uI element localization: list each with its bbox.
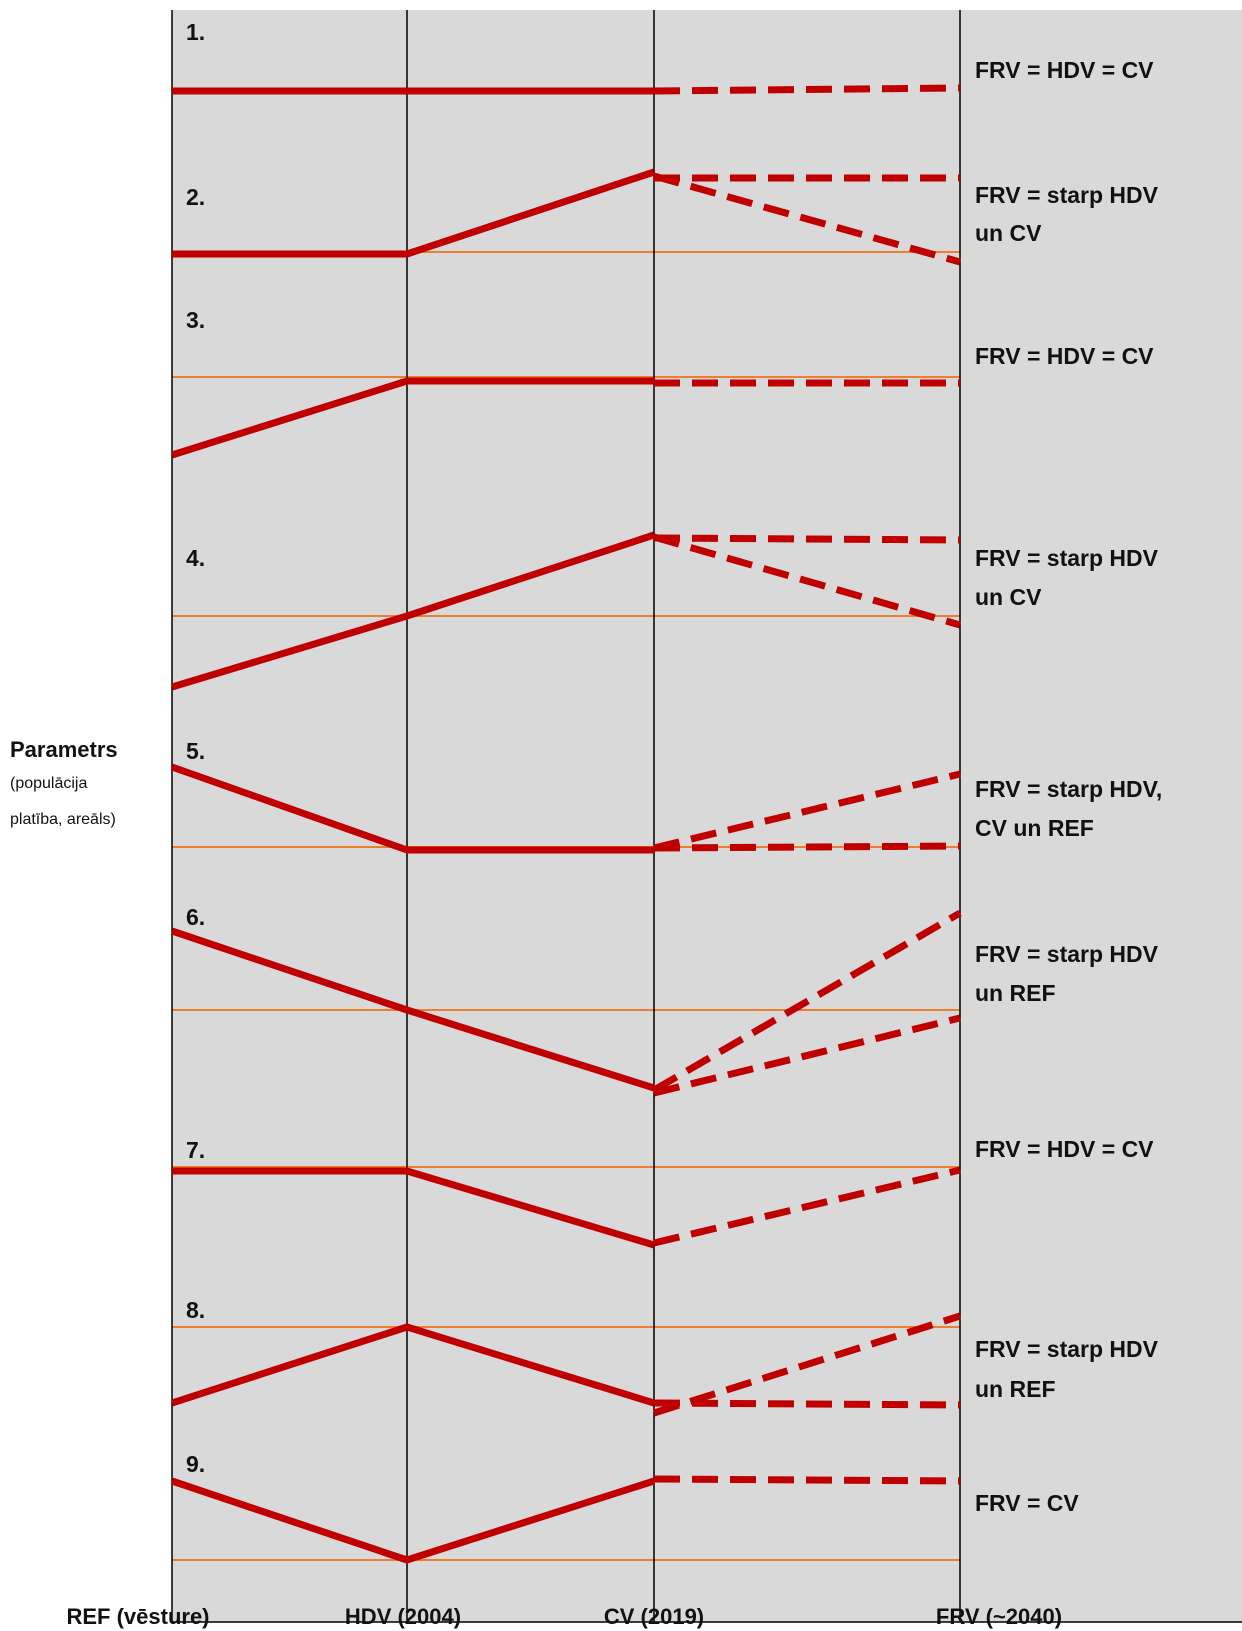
y-axis-subtitle-line: (populācija	[10, 775, 87, 792]
x-axis-label-ref: REF (vēsture)	[66, 1604, 209, 1629]
scenario-description-line: FRV = HDV = CV	[975, 1136, 1154, 1162]
scenario-description-line: FRV = HDV = CV	[975, 343, 1154, 369]
scenario-description-line: un REF	[975, 1376, 1056, 1402]
scenario-number: 7.	[186, 1137, 205, 1163]
x-axis-label-frv: FRV (~2040)	[936, 1604, 1062, 1629]
x-axis-labels: REF (vēsture) HDV (2004) CV (2019) FRV (…	[66, 1604, 1062, 1629]
diagram-panel	[172, 10, 1242, 1622]
scenario-numbers: 1. 2. 3. 4. 5. 6. 7. 8. 9.	[186, 19, 205, 1477]
trend-line-7-history	[172, 1167, 656, 1249]
scenario-number: 1.	[186, 19, 205, 45]
scenario-description-line: FRV = HDV = CV	[975, 57, 1154, 83]
trend-line-8-projection-a	[652, 1312, 962, 1417]
scenario-number: 3.	[186, 307, 205, 333]
scenario-description-line: CV un REF	[975, 815, 1094, 841]
x-axis-label-hdv: HDV (2004)	[345, 1604, 461, 1629]
scenario-description-line: FRV = starp HDV,	[975, 776, 1162, 802]
trend-lines	[170, 84, 962, 1564]
scenario-description-line: un CV	[975, 220, 1042, 246]
trend-line-4-projection-a	[653, 534, 961, 544]
trend-line-6-projection-b	[653, 1014, 961, 1097]
trend-line-2-projection-b	[653, 172, 961, 266]
trend-line-6-projection-a	[652, 909, 962, 1094]
trend-line-8-history	[170, 1323, 656, 1407]
trend-line-1-projection	[653, 84, 961, 95]
trend-line-6-history	[170, 927, 656, 1092]
trend-line-9-history	[170, 1477, 656, 1564]
scenario-number: 8.	[186, 1297, 205, 1323]
trend-line-4-history	[170, 531, 656, 691]
scenario-number: 5.	[186, 738, 205, 764]
scenario-number: 9.	[186, 1451, 205, 1477]
scenario-description-line: FRV = CV	[975, 1490, 1079, 1516]
trend-line-5-projection-a	[653, 770, 961, 852]
trend-line-2-history	[172, 168, 656, 258]
trend-line-8-projection-b	[653, 1399, 961, 1409]
scenario-description-line: FRV = starp HDV	[975, 545, 1159, 571]
scenario-number: 4.	[186, 545, 205, 571]
scenario-number: 2.	[186, 184, 205, 210]
scenario-description-line: un REF	[975, 980, 1056, 1006]
scenario-description-line: FRV = starp HDV	[975, 182, 1159, 208]
time-dividers	[171, 10, 961, 1622]
trend-line-7-projection	[653, 1166, 961, 1247]
trend-line-4-projection-b	[653, 533, 961, 629]
scenario-description-line: un CV	[975, 584, 1042, 610]
y-axis-title: Parametrs	[10, 737, 118, 762]
trend-line-5-projection-b	[653, 842, 961, 852]
scenario-number: 6.	[186, 904, 205, 930]
scenario-description-line: FRV = starp HDV	[975, 941, 1159, 967]
scenario-descriptions: FRV = HDV = CV FRV = starp HDV un CV FRV…	[975, 57, 1162, 1516]
trend-line-3-history	[170, 377, 654, 459]
scenario-description-line: FRV = starp HDV	[975, 1336, 1159, 1362]
x-axis-label-cv: CV (2019)	[604, 1604, 704, 1629]
trend-line-9-projection	[653, 1475, 961, 1485]
trend-line-5-history	[170, 763, 654, 854]
y-axis-subtitle-line: platība, areāls)	[10, 811, 116, 828]
y-axis-label: Parametrs (populācija platība, areāls)	[10, 737, 118, 828]
